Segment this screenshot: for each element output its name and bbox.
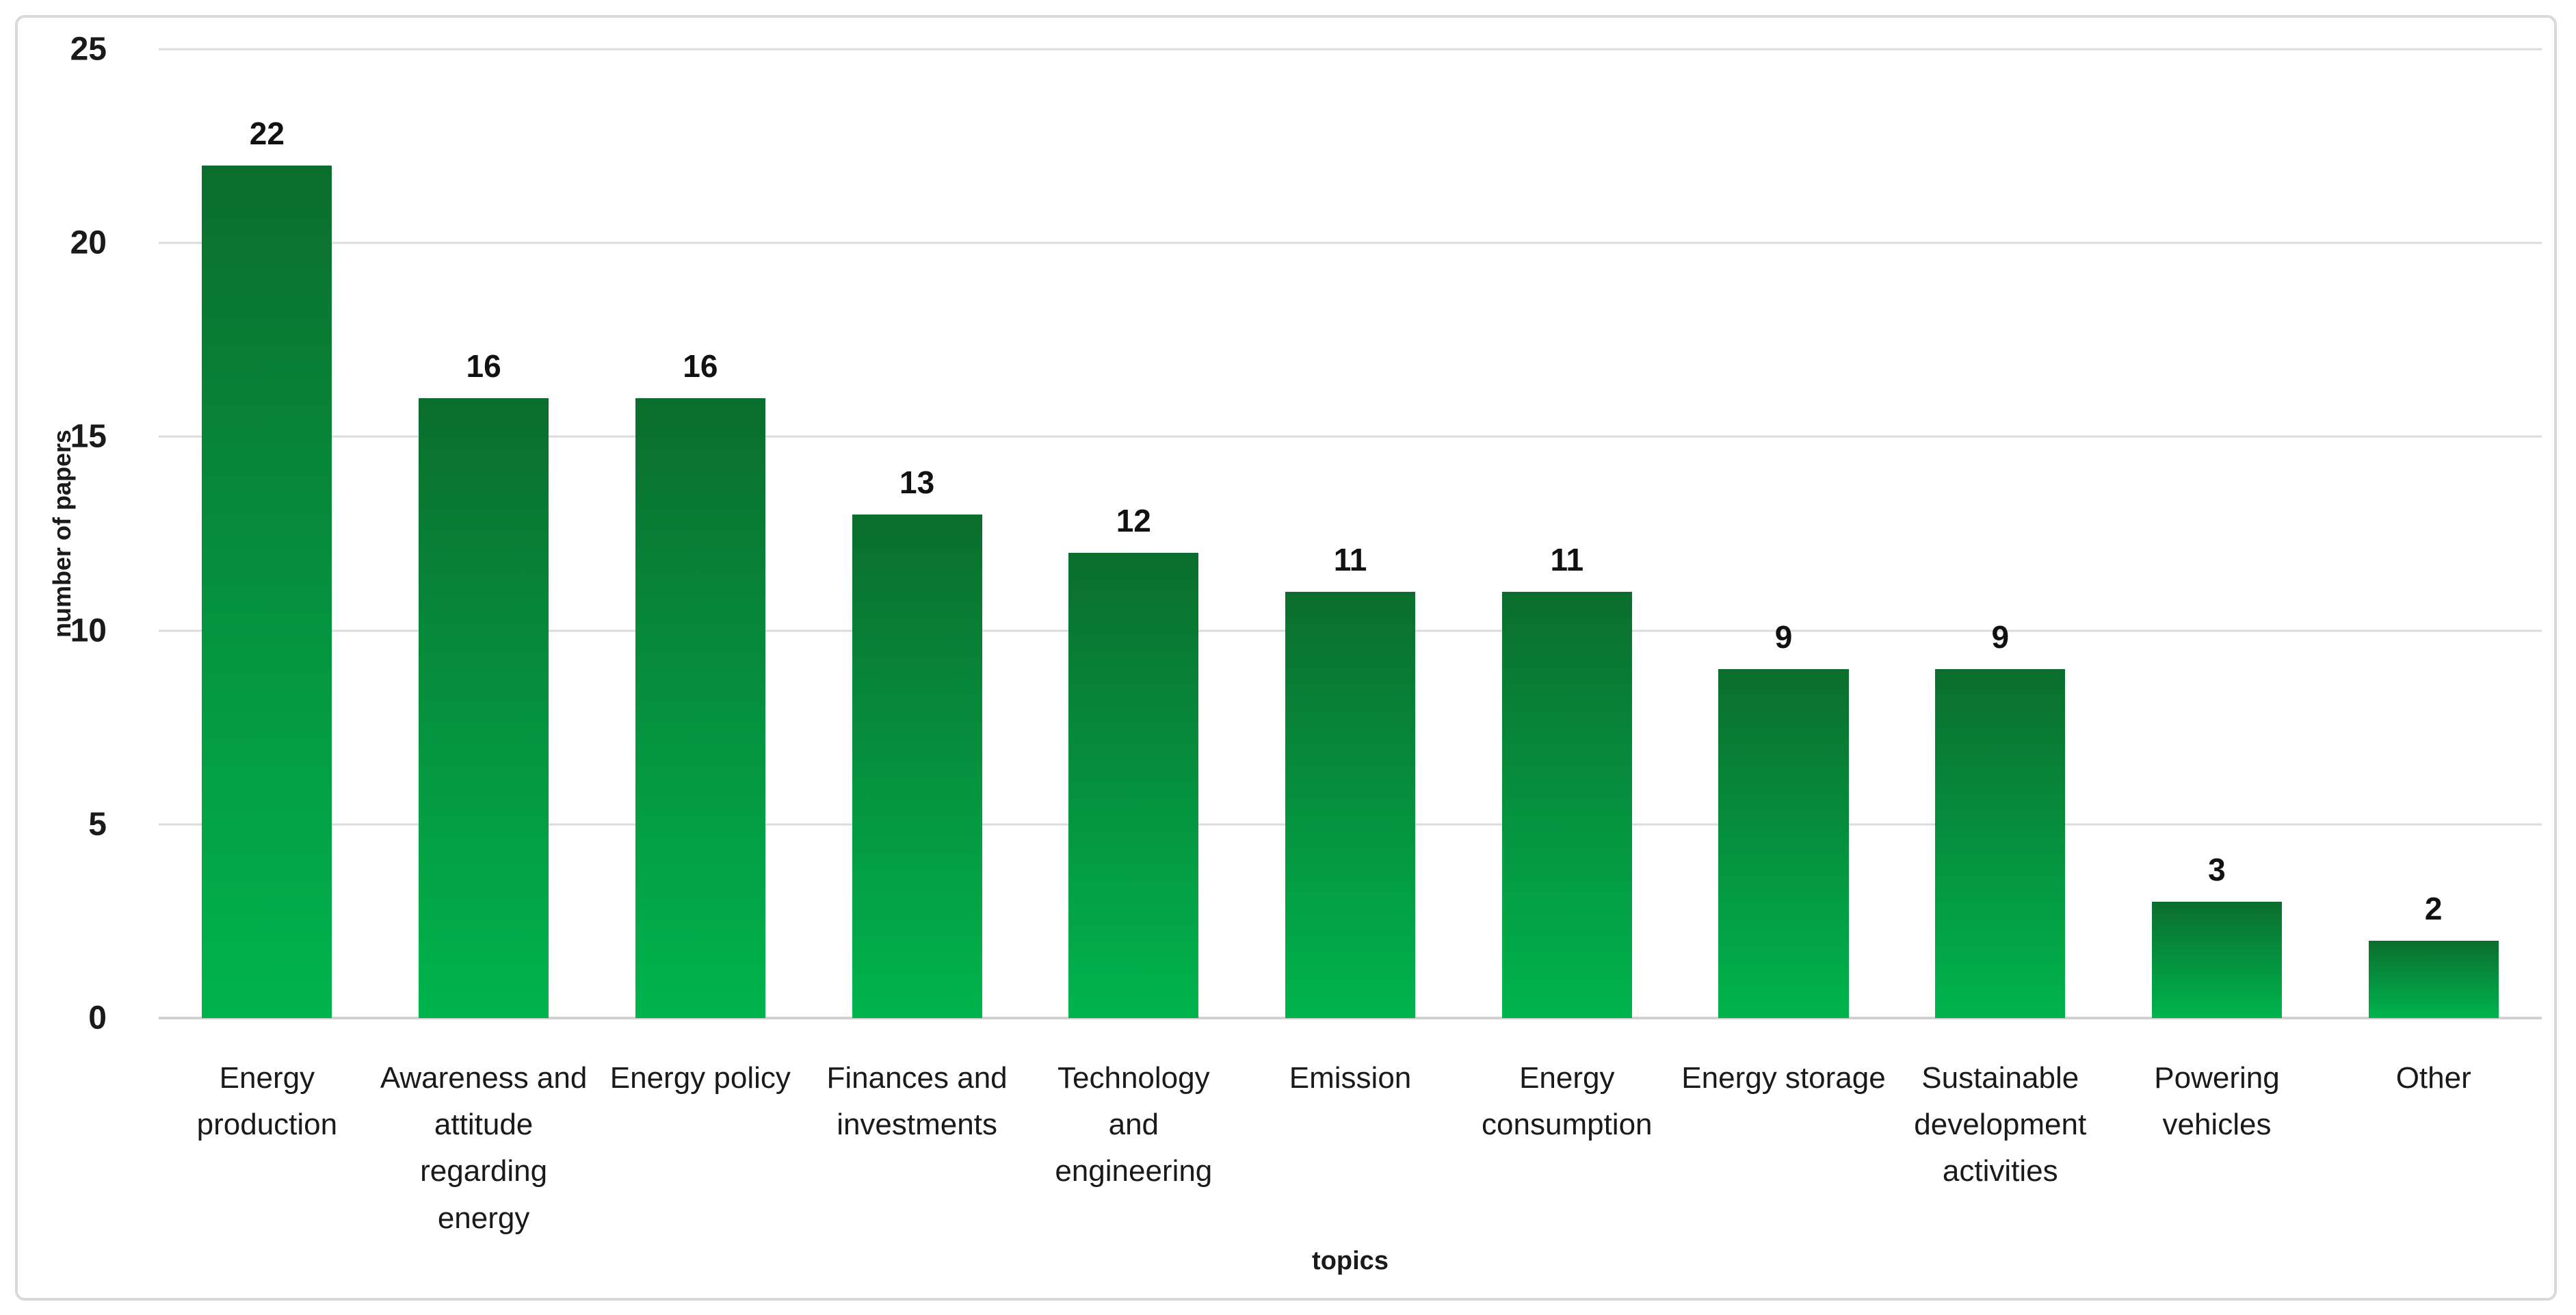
bar-cell: 22 [159, 49, 376, 1018]
plot-area: 25 20 15 10 5 0 22 16 16 13 12 11 11 9 9 3 2 [70, 31, 2542, 1037]
gridline [159, 48, 2542, 51]
bar [1718, 669, 1849, 1018]
bar [852, 514, 982, 1018]
y-tick-label: 0 [88, 1000, 107, 1037]
bar [635, 398, 765, 1018]
category-label: Emission [1289, 1061, 1412, 1095]
bar [2368, 940, 2499, 1018]
y-axis-title-box: number of papers [25, 49, 100, 1018]
category-label: Finances and investments [826, 1061, 1008, 1142]
bars-row: 22 16 16 13 12 11 11 9 9 3 2 [159, 49, 2542, 1018]
bar-chart-figure: number of papers 25 20 15 10 5 0 22 16 16 13 12 11… [15, 15, 2557, 1301]
bar [419, 398, 549, 1018]
bar-value-label: 11 [1550, 541, 1584, 577]
bar-cell: 16 [592, 49, 809, 1018]
bar-cell: 13 [809, 49, 1025, 1018]
bar [1068, 553, 1199, 1018]
bar-value-label: 16 [466, 348, 501, 384]
bar-value-label: 22 [249, 115, 285, 151]
y-tick-label: 5 [88, 806, 107, 843]
x-axis-category-labels: Energy production Awareness and attitude … [159, 1055, 2542, 1242]
bar-value-label: 12 [1116, 503, 1151, 539]
bar-value-label: 11 [1333, 541, 1367, 577]
bar [202, 165, 332, 1018]
category-label: Powering vehicles [2154, 1061, 2280, 1142]
bar [1501, 591, 1632, 1018]
bar-cell: 16 [376, 49, 592, 1018]
bar-value-label: 9 [1991, 619, 2010, 655]
bar [1285, 591, 1416, 1018]
bar-value-label: 13 [899, 464, 935, 500]
y-tick-label: 20 [70, 224, 107, 261]
bar-cell: 2 [2325, 49, 2542, 1018]
category-label: Energy production [196, 1061, 338, 1142]
bar-value-label: 3 [2208, 852, 2226, 888]
bar-cell: 11 [1242, 49, 1459, 1018]
gridline [159, 242, 2542, 244]
gridline [159, 435, 2542, 438]
bar-cell: 3 [2109, 49, 2326, 1018]
category-label: Awareness and attitude regarding energy [380, 1061, 588, 1235]
category-label: Other [2395, 1061, 2471, 1095]
category-label: Energy storage [1681, 1061, 1886, 1095]
y-tick-label: 15 [70, 418, 107, 455]
category-label: Energy consumption [1482, 1061, 1653, 1142]
bar-cell: 9 [1675, 49, 1892, 1018]
category-label: Technology and engineering [1055, 1061, 1213, 1188]
y-tick-label: 10 [70, 612, 107, 649]
bar [1935, 669, 2066, 1018]
category-label: Sustainable development activities [1914, 1061, 2087, 1188]
bar-cell: 9 [1892, 49, 2109, 1018]
bar-value-label: 16 [683, 348, 718, 384]
x-axis-title: topics [1312, 1247, 1389, 1275]
x-axis-line [159, 1017, 2542, 1019]
bar-cell: 11 [1458, 49, 1675, 1018]
bar [2151, 902, 2282, 1018]
bar-value-label: 9 [1774, 619, 1793, 655]
y-axis-title: number of papers [48, 429, 76, 638]
bar-cell: 12 [1025, 49, 1242, 1018]
y-tick-label: 25 [70, 31, 107, 68]
category-label: Energy policy [609, 1061, 791, 1095]
bar-value-label: 2 [2424, 890, 2443, 926]
